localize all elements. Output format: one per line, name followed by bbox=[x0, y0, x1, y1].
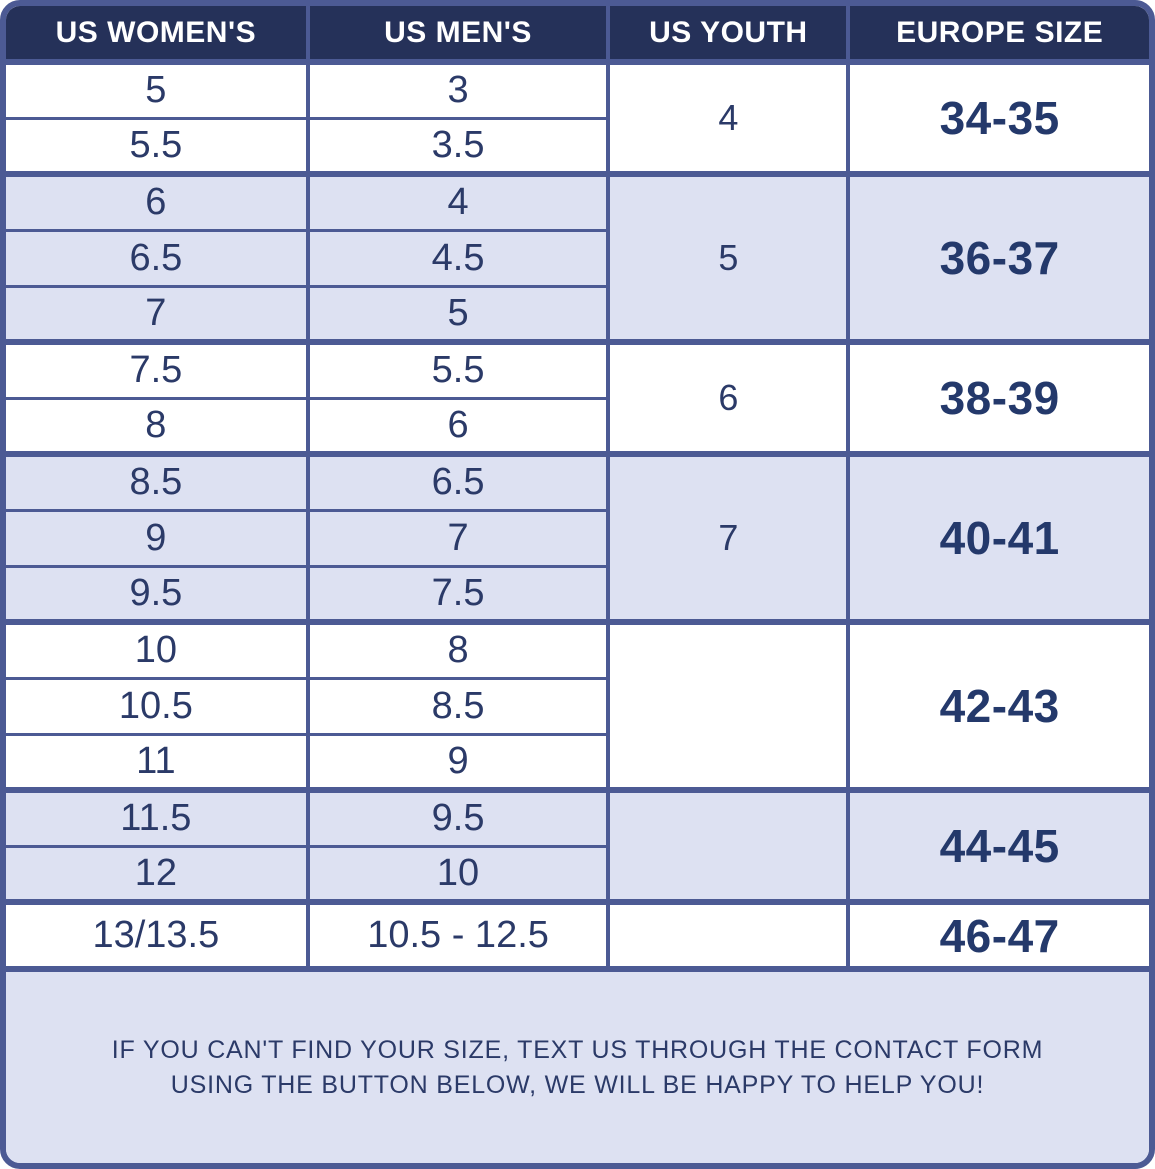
table-row: 8 6 bbox=[6, 396, 1149, 456]
women-size-cell: 13/13.5 bbox=[6, 899, 310, 966]
men-size-cell: 7.5 bbox=[305, 564, 609, 624]
table-row: 9 7 bbox=[6, 508, 1149, 568]
men-size-cell: 3 bbox=[305, 60, 611, 120]
youth-size-cell bbox=[606, 619, 851, 792]
women-size-cell: 6 bbox=[6, 171, 310, 232]
europe-size-cell: 44-45 bbox=[846, 787, 1149, 904]
women-size-cell: 6.5 bbox=[6, 228, 310, 288]
europe-size-cell: 34-35 bbox=[846, 60, 1149, 176]
table-row: 6.5 4.5 bbox=[6, 228, 1149, 288]
women-size-cell: 8.5 bbox=[6, 451, 310, 512]
men-size-cell: 9.5 bbox=[305, 787, 611, 848]
women-size-cell: 9 bbox=[6, 508, 310, 568]
youth-size-cell: 4 bbox=[606, 60, 851, 176]
europe-size-cell: 38-39 bbox=[846, 339, 1149, 456]
women-size-cell: 7 bbox=[6, 284, 310, 344]
footer-note-line: USING THE BUTTON BELOW, WE WILL BE HAPPY… bbox=[170, 1070, 985, 1099]
men-size-cell: 3.5 bbox=[305, 116, 609, 176]
women-size-cell: 11.5 bbox=[6, 787, 310, 848]
men-size-cell: 9 bbox=[305, 732, 609, 792]
europe-size-cell: 40-41 bbox=[846, 451, 1149, 624]
youth-size-cell bbox=[606, 787, 851, 904]
women-size-cell: 9.5 bbox=[6, 564, 310, 624]
men-size-cell: 6.5 bbox=[305, 451, 611, 512]
column-header-us-youth: US YOUTH bbox=[606, 6, 851, 65]
table-row: 10 8 42-43 bbox=[6, 619, 1149, 792]
table-row: 7.5 5.5 6 38-39 bbox=[6, 339, 1149, 456]
column-header-europe-size: EUROPE SIZE bbox=[846, 6, 1149, 65]
header-row: US WOMEN'S US MEN'S US YOUTH EUROPE SIZE bbox=[6, 6, 1149, 65]
women-size-cell: 5.5 bbox=[6, 116, 310, 176]
size-conversion-table: US WOMEN'S US MEN'S US YOUTH EUROPE SIZE… bbox=[6, 6, 1149, 966]
footer-note: IF YOU CAN'T FIND YOUR SIZE, TEXT US THR… bbox=[6, 966, 1149, 1163]
table-row: 10.5 8.5 bbox=[6, 676, 1149, 736]
women-size-cell: 8 bbox=[6, 396, 310, 456]
table-row: 13/13.5 10.5 - 12.5 46-47 bbox=[6, 899, 1149, 966]
table-row: 12 10 bbox=[6, 844, 1149, 904]
women-size-cell: 5 bbox=[6, 60, 310, 120]
table-row: 9.5 7.5 bbox=[6, 564, 1149, 624]
youth-size-cell: 7 bbox=[606, 451, 851, 624]
table-row: 5 3 4 34-35 bbox=[6, 60, 1149, 176]
europe-size-cell: 46-47 bbox=[846, 899, 1149, 966]
men-size-cell: 8 bbox=[305, 619, 611, 680]
table-row: 11.5 9.5 44-45 bbox=[6, 787, 1149, 904]
men-size-cell: 5 bbox=[305, 284, 609, 344]
column-header-us-womens: US WOMEN'S bbox=[6, 6, 310, 65]
table-row: 7 5 bbox=[6, 284, 1149, 344]
table-row: 5.5 3.5 bbox=[6, 116, 1149, 176]
men-size-cell: 10.5 - 12.5 bbox=[305, 899, 611, 966]
column-header-us-mens: US MEN'S bbox=[305, 6, 611, 65]
men-size-cell: 7 bbox=[305, 508, 609, 568]
women-size-cell: 10 bbox=[6, 619, 310, 680]
youth-size-cell bbox=[606, 899, 851, 966]
men-size-cell: 6 bbox=[305, 396, 609, 456]
europe-size-cell: 42-43 bbox=[846, 619, 1149, 792]
men-size-cell: 4.5 bbox=[305, 228, 609, 288]
women-size-cell: 7.5 bbox=[6, 339, 310, 400]
men-size-cell: 4 bbox=[305, 171, 611, 232]
footer-note-line: IF YOU CAN'T FIND YOUR SIZE, TEXT US THR… bbox=[111, 1036, 1044, 1064]
youth-size-cell: 5 bbox=[606, 171, 851, 344]
women-size-cell: 10.5 bbox=[6, 676, 310, 736]
youth-size-cell: 6 bbox=[606, 339, 851, 456]
europe-size-cell: 36-37 bbox=[846, 171, 1149, 344]
men-size-cell: 8.5 bbox=[305, 676, 609, 736]
men-size-cell: 10 bbox=[305, 844, 609, 904]
men-size-cell: 5.5 bbox=[305, 339, 611, 400]
women-size-cell: 11 bbox=[6, 732, 310, 792]
table-row: 11 9 bbox=[6, 732, 1149, 792]
women-size-cell: 12 bbox=[6, 844, 310, 904]
table-row: 6 4 5 36-37 bbox=[6, 171, 1149, 344]
table-row: 8.5 6.5 7 40-41 bbox=[6, 451, 1149, 624]
